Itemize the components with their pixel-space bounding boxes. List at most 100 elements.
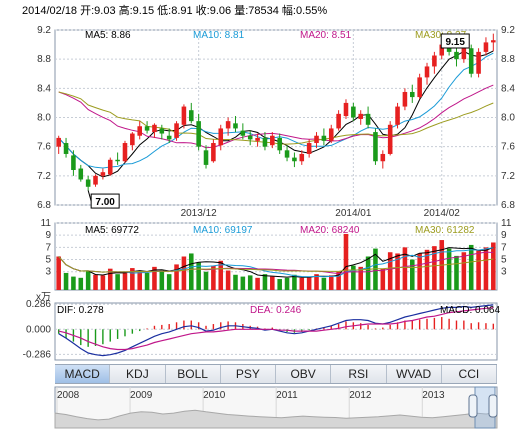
volume-bar xyxy=(277,279,282,290)
volume-tick-right: 3 xyxy=(501,267,507,278)
macd-tick: -0.286 xyxy=(23,349,52,360)
volume-bar xyxy=(107,268,113,290)
volume-bar xyxy=(56,256,61,290)
volume-bar xyxy=(255,277,260,290)
candle-body xyxy=(203,150,209,165)
candle-body xyxy=(402,91,408,107)
volume-bar xyxy=(446,248,452,290)
tab-kdj[interactable]: KDJ xyxy=(110,365,166,383)
volume-unit: x万 xyxy=(36,292,51,303)
volume-bar xyxy=(424,249,430,290)
candle-body xyxy=(78,168,84,180)
candle-body xyxy=(417,77,422,98)
volume-bar xyxy=(144,272,150,290)
volume-bar xyxy=(85,270,91,290)
volume-ma-legend: MA20: 68240 xyxy=(300,225,360,236)
candle-body xyxy=(240,130,246,136)
volume-bar xyxy=(284,277,290,290)
volume-bar xyxy=(417,253,422,290)
candle-body xyxy=(270,135,275,146)
volume-bar xyxy=(188,253,194,290)
candle-body xyxy=(491,40,496,43)
navigator-handle[interactable] xyxy=(488,394,498,418)
candle-body xyxy=(314,135,319,144)
navigator-year: 2008 xyxy=(57,390,80,401)
tab-obv[interactable]: OBV xyxy=(276,365,332,383)
volume-bar xyxy=(71,276,76,290)
price-ma-line xyxy=(58,84,494,149)
price-ma-line xyxy=(58,50,494,178)
volume-bar xyxy=(343,233,349,290)
date-tick: 2013/12 xyxy=(181,208,218,219)
volume-bar xyxy=(402,247,408,290)
candle-body xyxy=(373,132,378,162)
volume-ma-legend: MA30: 61282 xyxy=(415,225,475,236)
candle-body xyxy=(262,137,268,147)
volume-bar xyxy=(181,256,187,290)
tab-macd[interactable]: MACD xyxy=(55,365,111,383)
candle-body xyxy=(225,121,231,129)
volume-ma-line xyxy=(58,247,494,278)
volume-bar xyxy=(159,270,165,290)
tab-wvad[interactable]: WVAD xyxy=(387,365,442,383)
price-ma-line xyxy=(58,91,494,145)
candle-body xyxy=(233,123,238,129)
candle-body xyxy=(107,159,113,175)
candle-body xyxy=(306,143,312,154)
volume-bar xyxy=(336,271,341,290)
volume-bar xyxy=(240,276,246,290)
date-tick: 2014/02 xyxy=(424,208,461,219)
volume-ma-legend: MA5: 69772 xyxy=(85,225,139,236)
macd-legend: DIF: 0.278 xyxy=(57,305,104,316)
tab-rsi[interactable]: RSI xyxy=(331,365,387,383)
candle-body xyxy=(85,179,91,187)
tab-cci[interactable]: CCI xyxy=(442,365,497,383)
volume-tick-left: 9 xyxy=(45,230,51,241)
candle-body xyxy=(336,113,341,129)
date-tick: 2014/01 xyxy=(335,208,372,219)
candle-body xyxy=(71,155,76,170)
volume-bar xyxy=(491,242,496,290)
macd-legend: MACD: 0.064 xyxy=(440,305,500,316)
volume-bar xyxy=(476,250,481,290)
volume-bar xyxy=(166,274,172,290)
price-tick-left: 8.0 xyxy=(37,113,51,124)
macd-dea-line xyxy=(58,307,494,351)
candle-body xyxy=(152,124,157,133)
candle-body xyxy=(277,137,282,151)
candle-body xyxy=(122,143,128,162)
candle-body xyxy=(137,126,143,136)
price-tick-right: 8.0 xyxy=(501,113,515,124)
tab-boll[interactable]: BOLL xyxy=(166,365,221,383)
high-marker: 9.15 xyxy=(445,37,465,48)
candle-body xyxy=(387,124,393,154)
candle-body xyxy=(476,51,481,74)
time-navigator: 2008 2009 2010 2011 2012 2013 xyxy=(54,386,498,429)
macd-legend: DEA: 0.246 xyxy=(250,305,302,316)
tab-psy[interactable]: PSY xyxy=(221,365,276,383)
candle-body xyxy=(63,143,69,154)
price-tick-right: 7.6 xyxy=(501,142,515,153)
candle-body xyxy=(343,102,349,117)
volume-bar xyxy=(292,274,297,290)
volume-bar xyxy=(387,252,393,290)
price-tick-right: 8.8 xyxy=(501,54,515,65)
candle-body xyxy=(395,106,400,125)
price-tick-right: 7.2 xyxy=(501,171,515,182)
price-tick-left: 8.8 xyxy=(37,54,51,65)
volume-tick-left: 5 xyxy=(45,255,51,266)
price-ma-legend: MA5: 8.86 xyxy=(85,30,131,41)
price-tick-left: 7.2 xyxy=(37,171,51,182)
candle-body xyxy=(144,126,150,131)
volume-bar xyxy=(137,270,143,290)
candle-body xyxy=(93,175,98,185)
volume-bar xyxy=(247,275,253,290)
navigator-handle[interactable] xyxy=(468,394,478,418)
candle-body xyxy=(380,153,386,162)
price-tick-left: 8.4 xyxy=(37,83,51,94)
volume-bar xyxy=(115,274,120,290)
volume-bar xyxy=(122,271,128,290)
candle-body xyxy=(409,91,415,98)
candle-body xyxy=(461,46,467,60)
